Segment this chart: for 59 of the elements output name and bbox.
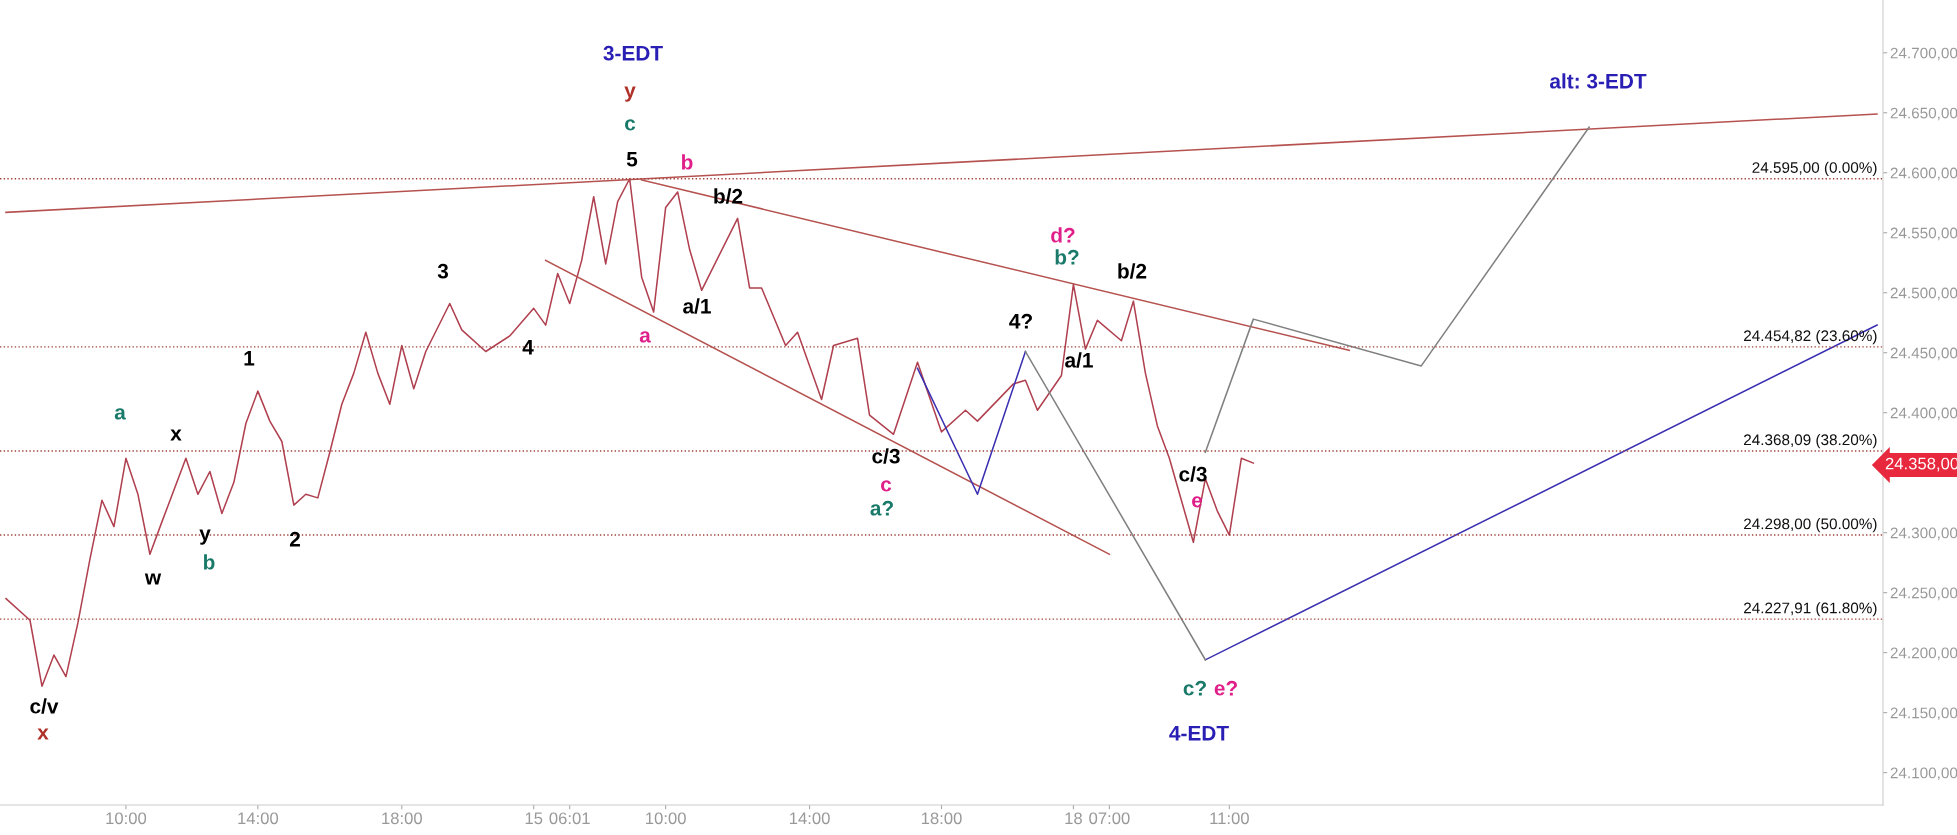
annotation: c/3 — [1179, 466, 1207, 482]
x-tick-label: 07:00 — [1089, 812, 1130, 825]
y-tick-label: 24.100,00 — [1890, 767, 1957, 781]
x-tick-label: 10:00 — [646, 812, 686, 825]
annotation: b — [204, 554, 215, 570]
y-tick-label: 24.150,00 — [1890, 707, 1957, 721]
annotation: b? — [1055, 249, 1079, 265]
x-tick-label: 18:00 — [921, 812, 962, 825]
annotation: b — [682, 154, 693, 170]
x-tick-label: 15 — [525, 812, 543, 825]
annotation: a — [114, 408, 126, 420]
y-tick-label: 24.400,00 — [1890, 407, 1957, 421]
x-tick-label: 18:00 — [382, 812, 422, 825]
annotation: alt: 3-EDT — [1550, 73, 1647, 89]
annotation: 4-EDT — [1169, 726, 1229, 741]
annotation: b/2 — [1118, 263, 1147, 279]
ref-line-label: 24.298,00 (50.00%) — [1744, 518, 1877, 533]
annotation: 1 — [244, 351, 255, 366]
annotation: c — [625, 119, 636, 131]
annotation: y — [199, 529, 211, 545]
x-tick-label: 18 — [1065, 812, 1082, 825]
y-tick-label: 24.550,00 — [1890, 227, 1957, 241]
x-tick-label: 14:00 — [238, 812, 279, 825]
x-tick-label: 14:00 — [789, 812, 830, 825]
annotation: w — [144, 573, 162, 585]
y-tick-label: 24.300,00 — [1890, 527, 1957, 541]
annotation: 3-EDT — [603, 45, 663, 61]
x-tick-label: 10:00 — [106, 812, 147, 825]
annotation: e? — [1214, 680, 1237, 696]
annotation: x — [37, 728, 49, 740]
y-tick-label: 24.450,00 — [1890, 347, 1957, 361]
ref-line-label: 24.227,91 (61.80%) — [1744, 602, 1877, 617]
annotation: d? — [1051, 227, 1075, 243]
annotation: c/v — [30, 698, 59, 714]
annotation: b/2 — [714, 188, 743, 204]
y-tick-label: 24.650,00 — [1890, 107, 1957, 121]
annotation: 4 — [522, 340, 534, 355]
annotation: 3 — [437, 263, 449, 279]
annotation: a? — [870, 500, 893, 516]
annotation: a — [639, 331, 651, 343]
y-tick-label: 24.500,00 — [1890, 287, 1957, 301]
annotation: c/3 — [872, 448, 900, 464]
ref-line-label: 24.368,09 (38.20%) — [1744, 433, 1877, 449]
annotation: c — [881, 480, 892, 492]
annotation: 5 — [626, 152, 638, 167]
annotation: x — [170, 429, 182, 441]
x-tick-label: 11:00 — [1210, 812, 1249, 825]
annotation: a/1 — [1065, 352, 1093, 368]
annotation: 4? — [1009, 313, 1032, 329]
annotation: a/1 — [683, 298, 711, 314]
ref-line-label: 24.595,00 (0.00%) — [1752, 161, 1877, 176]
y-tick-label: 24.250,00 — [1890, 587, 1957, 601]
annotation: c? — [1183, 680, 1206, 696]
y-tick-label: 24.200,00 — [1890, 647, 1957, 661]
y-tick-label: 24.700,00 — [1890, 47, 1957, 61]
annotation: 2 — [289, 531, 300, 547]
y-tick-label: 24.600,00 — [1890, 167, 1957, 181]
x-tick-label: 06:01 — [549, 812, 590, 825]
annotation: y — [624, 86, 636, 102]
